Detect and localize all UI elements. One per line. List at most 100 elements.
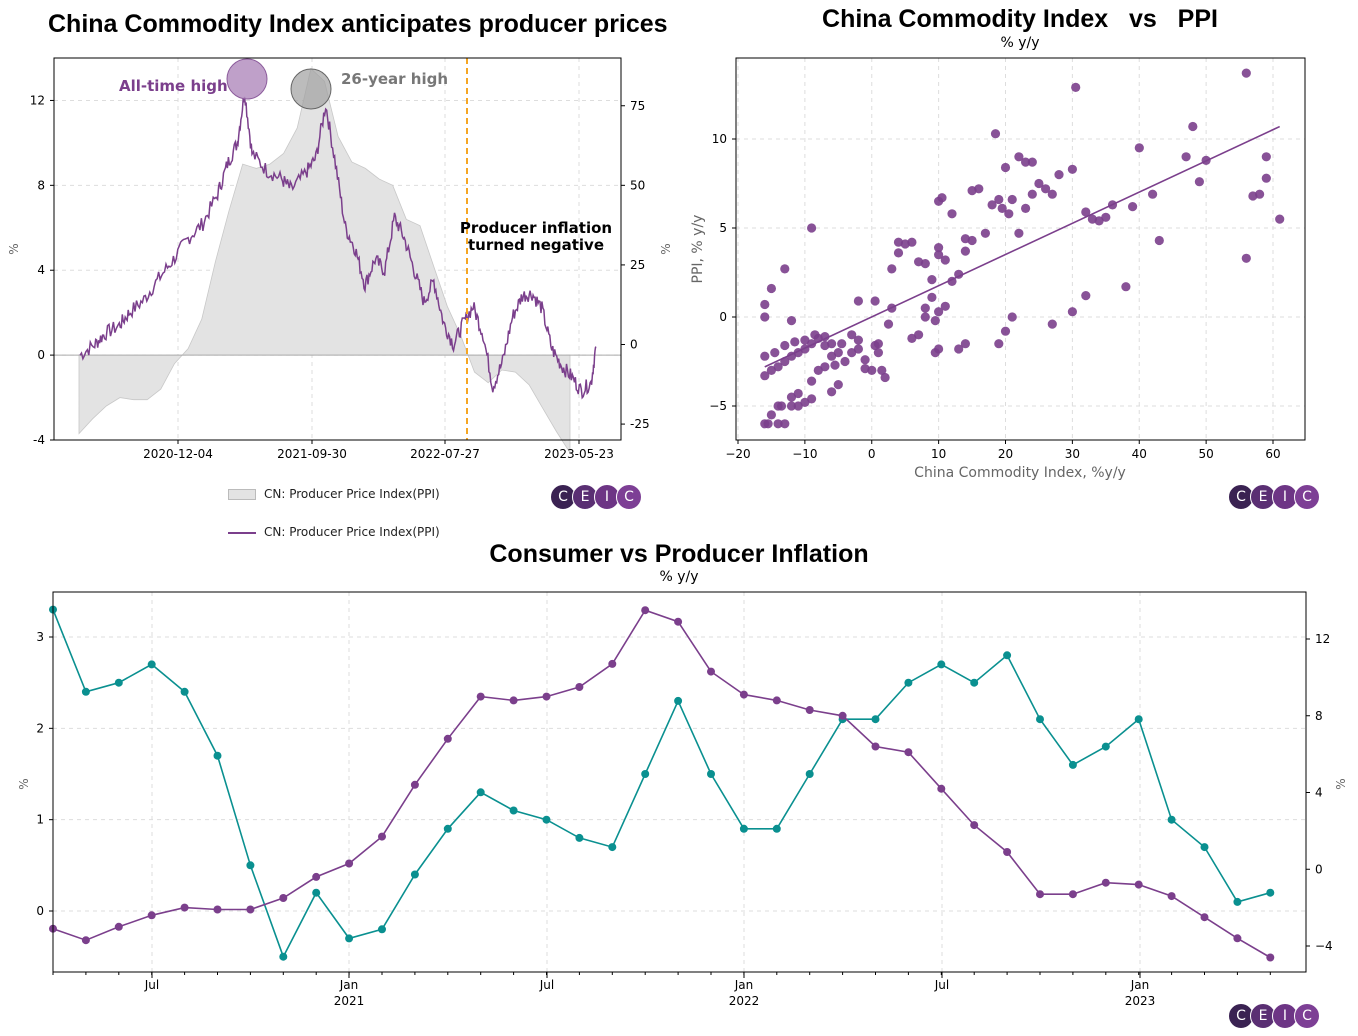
legend-item-area: CN: Producer Price Index(PPI) [228, 487, 440, 501]
ppi-point [772, 696, 781, 705]
chart2-subtitle: % y/y [1000, 35, 1040, 51]
scatter-point [1261, 152, 1271, 162]
x-tick-year: 2022 [729, 994, 760, 1008]
cpi-point [1167, 815, 1176, 824]
y2-tick-label: 50 [630, 178, 645, 192]
ppi-point [180, 903, 189, 912]
scatter-point [830, 360, 840, 370]
ppi-point [279, 894, 288, 902]
ppi-point [739, 690, 748, 699]
scatter-point [1101, 212, 1111, 222]
scatter-point [807, 394, 817, 404]
scatter-point [920, 312, 930, 322]
cpi-point [312, 888, 321, 897]
ppi-point [674, 617, 683, 626]
scatter-point [773, 419, 783, 429]
cpi-point [114, 678, 123, 687]
scatter-point [1261, 173, 1271, 183]
annotation-26-year-high: 26-year high [341, 70, 448, 88]
scatter-point [914, 257, 924, 267]
cpi-point [707, 770, 715, 778]
logo-letter: C [1294, 484, 1320, 510]
cpi-point [279, 952, 288, 961]
chart1-title: China Commodity Index anticipates produc… [48, 10, 668, 38]
ppi-line [79, 96, 597, 400]
scatter-point [1067, 307, 1077, 317]
annotation-all-time-high: All-time high [119, 77, 228, 95]
scatter-point [873, 348, 884, 358]
ppi-point [871, 742, 880, 751]
cpi-point [476, 788, 485, 797]
y-tick-label: 0 [36, 904, 44, 918]
scatter-point [940, 255, 950, 265]
y2-axis-label: % [1334, 778, 1348, 789]
scatter-point [760, 312, 770, 322]
logo-letter: E [1250, 484, 1276, 510]
scatter-point [914, 330, 924, 340]
x-tick-label: 0 [868, 447, 876, 461]
y2-tick-label: 4 [1315, 786, 1323, 800]
scatter-point [1014, 228, 1024, 238]
cpi-point [1266, 888, 1275, 897]
scatter-point [1081, 207, 1091, 217]
cpi-line [52, 609, 1271, 959]
y-axis-label: % [7, 243, 21, 254]
scatter-point [1027, 189, 1037, 199]
all-time-high-marker [226, 58, 268, 100]
x-tick-label: 2020-12-04 [143, 447, 213, 461]
ppi-point [707, 667, 715, 676]
scatter-point [1188, 121, 1198, 132]
annotation-negative-line1: Producer inflation [460, 219, 612, 237]
scatter-point [853, 335, 864, 345]
logo-letter: C [616, 484, 642, 510]
scatter-point [883, 319, 894, 329]
y-tick-label: 0 [719, 310, 727, 324]
scatter-point [853, 344, 864, 354]
ppi-point [147, 911, 156, 920]
cpi-point [147, 660, 156, 669]
ppi-point [443, 734, 452, 743]
ppi-point [641, 606, 650, 615]
scatter-point [760, 299, 770, 310]
plot-frame [735, 57, 1306, 441]
scatter-point [940, 301, 950, 311]
x-tick-label: Jul [539, 978, 554, 992]
cpi-point [378, 925, 386, 934]
ppi-point [1003, 848, 1012, 856]
scatter-point [954, 344, 964, 354]
y2-tick-label: −4 [1315, 939, 1333, 953]
x-tick-label: 60 [1265, 447, 1280, 461]
ppi-point [970, 821, 979, 830]
logo-letter: C [1294, 1003, 1320, 1029]
ppi-point [608, 659, 617, 668]
trend-line [764, 125, 1281, 368]
scatter-point [1154, 235, 1164, 246]
x-tick-label: Jan [734, 978, 754, 992]
scatter-point [1081, 291, 1091, 301]
ppi-point [1167, 892, 1176, 901]
scatter-point [766, 410, 777, 420]
cpi-point [772, 824, 781, 833]
cpi-point [1068, 760, 1077, 769]
cpi-point [410, 870, 419, 879]
legend-item-line: CN: Producer Price Index(PPI) [228, 525, 440, 539]
x-tick-label: 2023-05-23 [544, 447, 614, 461]
scatter-point [980, 228, 991, 238]
scatter-point [800, 335, 810, 345]
x-tick-label: 20 [998, 447, 1013, 461]
scatter-point [877, 365, 887, 375]
scatter-point [1181, 152, 1191, 162]
scatter-point [810, 330, 820, 340]
scatter-point [1041, 184, 1051, 194]
scatter-point [1000, 162, 1011, 173]
scatter-point [1014, 152, 1024, 162]
scatter-point [994, 339, 1004, 349]
scatter-point [934, 344, 944, 354]
x-tick-label: −10 [792, 447, 817, 461]
scatter-point [776, 401, 787, 411]
y-tick-label: 4 [37, 263, 45, 277]
scatter-point [873, 339, 884, 349]
ppi-point [1101, 878, 1110, 887]
y2-axis-label: % [659, 243, 673, 254]
